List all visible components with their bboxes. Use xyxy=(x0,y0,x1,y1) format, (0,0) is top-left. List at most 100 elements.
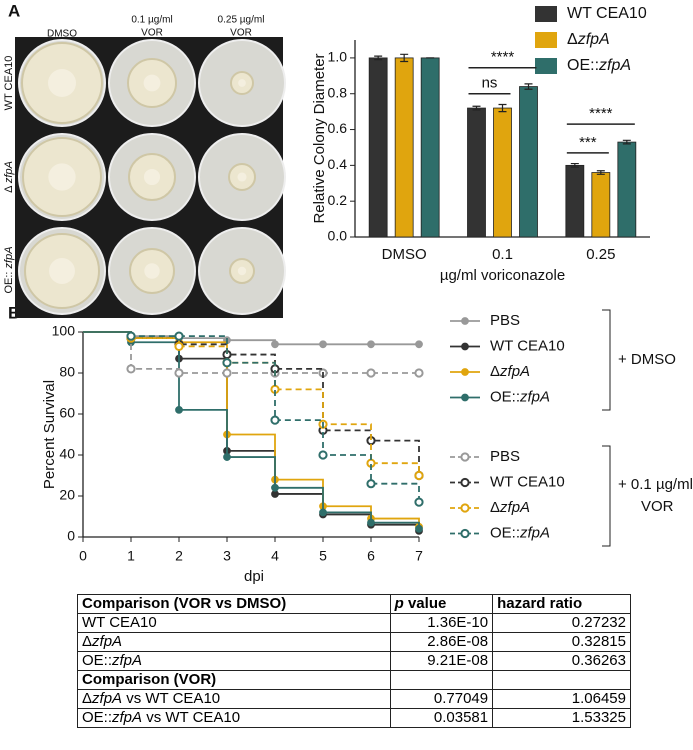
colony-center xyxy=(237,172,247,182)
bar xyxy=(368,57,388,238)
survival-marker xyxy=(222,358,232,368)
x-tick-label: 2 xyxy=(175,548,183,564)
legend-label: PBS xyxy=(490,448,520,465)
table-cell: 0.32815 xyxy=(492,632,631,652)
legend-label: OE::zfpA xyxy=(490,388,550,405)
x-axis-label: dpi xyxy=(244,568,264,585)
legend-marker xyxy=(461,368,469,376)
survival-marker xyxy=(174,341,184,351)
y-tick-label: 80 xyxy=(59,364,75,380)
colony-center xyxy=(143,168,161,186)
legend-marker xyxy=(460,452,470,462)
table-row: Comparison (VOR) xyxy=(77,670,631,690)
survival-line xyxy=(83,331,420,476)
plate-column-label: 0.25 µg/ml xyxy=(218,15,265,26)
table-row: ΔzfpA vs WT CEA10 0.77049 1.06459 xyxy=(77,689,631,709)
colony-center xyxy=(49,258,75,284)
significance-label: ns xyxy=(482,75,498,92)
x-tick-label: 7 xyxy=(415,548,423,564)
bar xyxy=(420,57,440,238)
legend-marker xyxy=(460,503,470,513)
panel-label: A xyxy=(8,1,20,20)
y-tick-label: 60 xyxy=(59,405,75,421)
survival-marker xyxy=(223,453,231,461)
table-cell: p value xyxy=(389,594,494,614)
y-axis-label: Percent Survival xyxy=(41,380,58,489)
x-tick-label: 0.25 xyxy=(586,246,615,263)
survival-marker xyxy=(271,340,279,349)
legend-group-label: + DMSO xyxy=(618,351,676,368)
survival-line xyxy=(83,331,420,531)
legend-label: PBS xyxy=(490,312,520,329)
x-tick-label: 3 xyxy=(223,548,231,564)
x-tick-label: DMSO xyxy=(382,246,427,263)
table-cell: Comparison (VOR vs DMSO) xyxy=(77,594,391,614)
table-row: OE::zfpA 9.21E-08 0.36263 xyxy=(77,651,631,671)
survival-marker xyxy=(126,331,136,341)
error-bar xyxy=(400,53,409,63)
legend-marker xyxy=(460,477,470,488)
significance-label: **** xyxy=(491,49,515,66)
bar xyxy=(519,86,538,238)
legend-label: WT CEA10 xyxy=(567,5,647,22)
legend-bracket xyxy=(602,445,611,547)
table-cell: 9.21E-08 xyxy=(389,651,494,671)
survival-marker xyxy=(414,470,424,481)
colony-center xyxy=(48,163,76,191)
stats-table: Comparison (VOR vs DMSO) p value hazard ra… xyxy=(77,594,631,728)
colony-center xyxy=(144,263,160,279)
legend-marker xyxy=(460,528,470,539)
table-cell xyxy=(492,670,631,690)
survival-marker xyxy=(366,368,376,378)
survival-marker xyxy=(319,340,327,349)
survival-marker xyxy=(367,518,375,527)
survival-marker xyxy=(174,331,184,341)
table-cell: 0.27232 xyxy=(492,613,631,633)
x-tick-label: 6 xyxy=(367,548,375,564)
survival-marker xyxy=(367,340,375,349)
error-bar xyxy=(472,105,481,111)
bar xyxy=(565,164,585,238)
y-tick-label: 0.4 xyxy=(328,156,348,172)
table-row: Comparison (VOR vs DMSO) p value hazard ra… xyxy=(77,594,631,614)
table-row: WT CEA10 1.36E-10 0.27232 xyxy=(77,613,631,633)
legend-label: OE::zfpA xyxy=(567,57,631,74)
x-tick-label: 5 xyxy=(319,548,327,564)
legend-label: OE::zfpA xyxy=(490,524,550,541)
table-cell: 1.53325 xyxy=(492,708,631,728)
table-cell: 0.77049 xyxy=(389,689,494,709)
bar xyxy=(617,141,637,238)
survival-marker xyxy=(270,415,280,425)
survival-marker xyxy=(174,368,184,378)
y-tick-label: 0.0 xyxy=(328,228,348,244)
x-tick-label: 4 xyxy=(271,548,279,564)
legend-swatch xyxy=(535,32,557,48)
table-cell: Comparison (VOR) xyxy=(77,670,391,690)
survival-marker xyxy=(271,483,279,492)
survival-marker xyxy=(414,368,424,378)
colony-center xyxy=(143,74,161,92)
table-cell: ΔzfpA vs WT CEA10 xyxy=(77,689,391,709)
legend-label: ΔzfpA xyxy=(567,31,610,48)
y-tick-label: 40 xyxy=(59,446,75,462)
legend-bracket xyxy=(602,309,611,411)
error-bar xyxy=(570,162,579,168)
legend-label: ΔzfpA xyxy=(490,363,530,380)
survival-line xyxy=(83,331,420,503)
survival-marker xyxy=(415,524,423,533)
table-cell: OE::zfpA xyxy=(77,651,391,671)
legend-label: WT CEA10 xyxy=(490,337,565,354)
y-tick-label: 0.2 xyxy=(328,192,348,208)
legend-marker xyxy=(461,393,469,402)
survival-marker xyxy=(222,368,232,378)
survival-line xyxy=(83,331,419,374)
legend-label: ΔzfpA xyxy=(490,499,530,516)
colony-center xyxy=(238,79,246,87)
table-cell: OE::zfpA vs WT CEA10 xyxy=(77,708,391,728)
table-cell: 0.03581 xyxy=(389,708,494,728)
table-cell: ΔzfpA xyxy=(77,632,391,652)
significance-label: **** xyxy=(589,105,613,122)
plate-row-label: OE:: zfpA xyxy=(3,246,15,293)
